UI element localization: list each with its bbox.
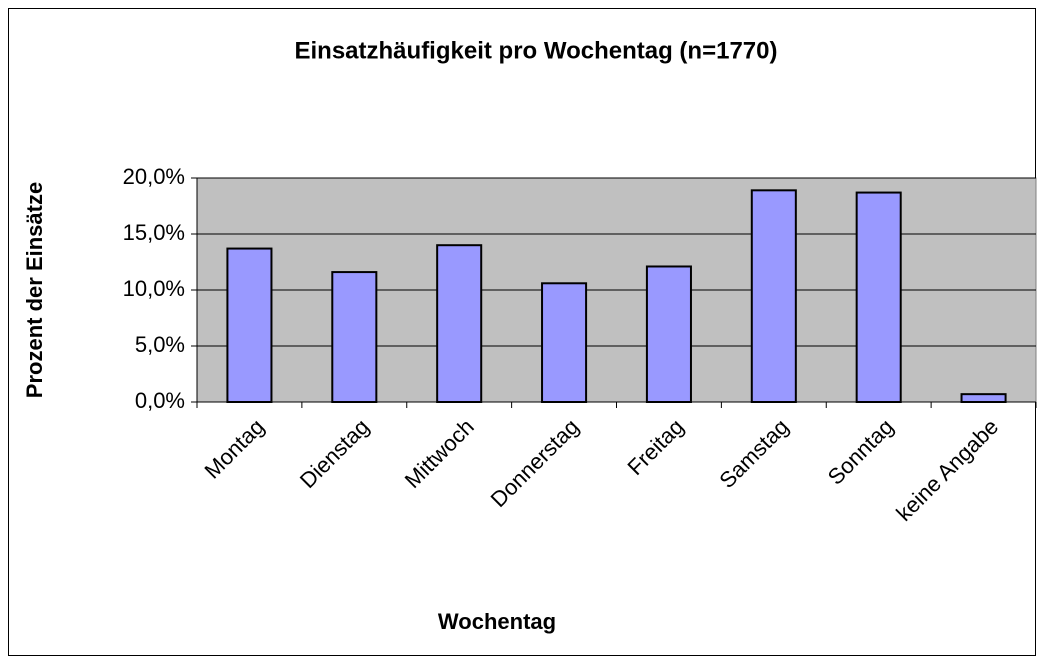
bar	[226, 247, 273, 403]
y-tick-label: 10,0%	[123, 276, 185, 301]
bar	[645, 265, 692, 404]
chart-title: Einsatzhäufigkeit pro Wochentag (n=1770)	[295, 37, 778, 64]
y-tick-label: 0,0%	[135, 388, 185, 413]
y-axis-title: Prozent der Einsätze	[22, 182, 47, 398]
bar	[331, 271, 378, 403]
bar	[855, 191, 902, 403]
y-tick-label: 5,0%	[135, 332, 185, 357]
y-tick-label: 15,0%	[123, 220, 185, 245]
bar	[960, 393, 1007, 404]
bar	[750, 189, 797, 403]
bar	[541, 282, 588, 403]
x-axis-title: Wochentag	[438, 609, 556, 634]
bar	[436, 244, 483, 403]
y-tick-label: 20,0%	[123, 164, 185, 189]
